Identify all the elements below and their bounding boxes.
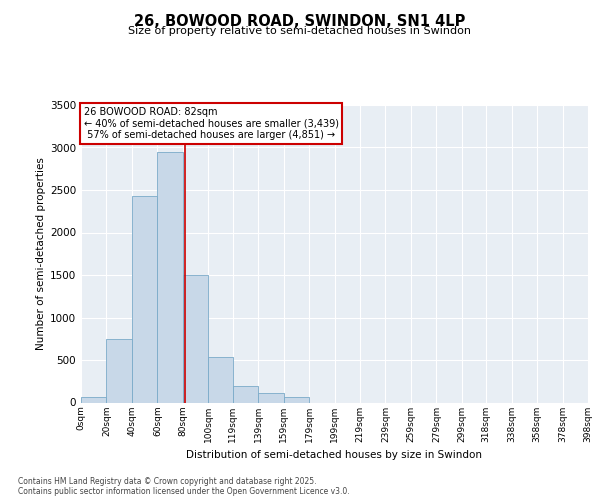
Bar	[106, 339, 132, 402]
Text: Contains HM Land Registry data © Crown copyright and database right 2025.
Contai: Contains HM Land Registry data © Crown c…	[18, 476, 350, 496]
Bar	[284, 398, 309, 402]
Bar	[233, 386, 258, 402]
Bar	[157, 152, 183, 403]
Bar	[132, 196, 157, 402]
Text: 26, BOWOOD ROAD, SWINDON, SN1 4LP: 26, BOWOOD ROAD, SWINDON, SN1 4LP	[134, 14, 466, 29]
Bar	[258, 393, 284, 402]
Bar	[208, 358, 233, 403]
X-axis label: Distribution of semi-detached houses by size in Swindon: Distribution of semi-detached houses by …	[187, 450, 482, 460]
Bar	[81, 398, 106, 402]
Bar	[183, 275, 208, 402]
Y-axis label: Number of semi-detached properties: Number of semi-detached properties	[36, 158, 46, 350]
Text: Size of property relative to semi-detached houses in Swindon: Size of property relative to semi-detach…	[128, 26, 472, 36]
Text: 26 BOWOOD ROAD: 82sqm
← 40% of semi-detached houses are smaller (3,439)
 57% of : 26 BOWOOD ROAD: 82sqm ← 40% of semi-deta…	[83, 106, 338, 140]
